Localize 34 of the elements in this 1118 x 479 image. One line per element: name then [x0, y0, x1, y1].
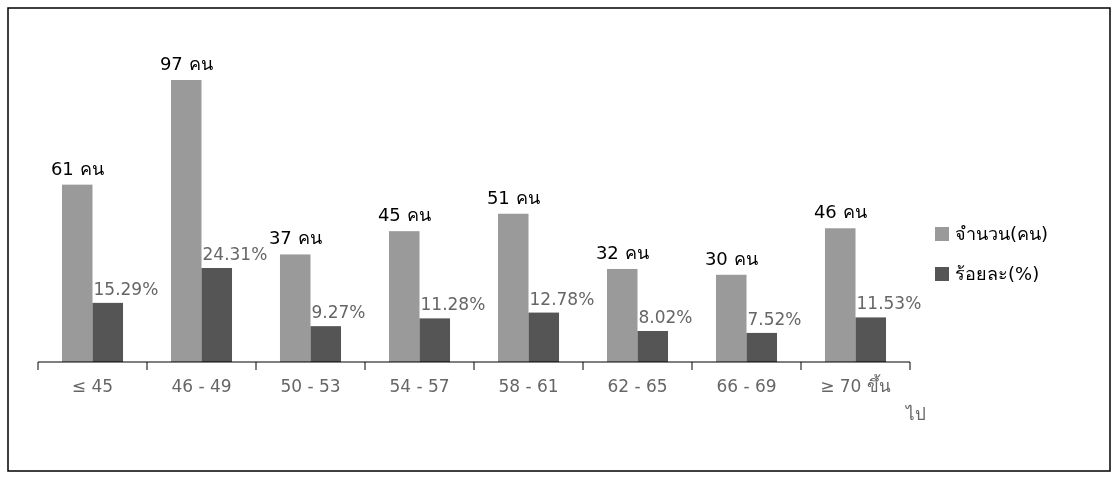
data-label: 37 คน	[268, 227, 322, 249]
x-tick-label: ≤ 45	[71, 376, 114, 396]
bar	[715, 274, 747, 362]
data-label: 30 คน	[704, 247, 758, 269]
data-label: 15.29%	[93, 278, 159, 299]
data-label: 32 คน	[595, 241, 649, 263]
data-label: 11.28%	[420, 294, 486, 315]
bar	[824, 228, 856, 362]
legend-label: ร้อยละ(%)	[955, 263, 1040, 284]
x-tick-label: 46 - 49	[171, 376, 232, 396]
data-label: 9.27%	[311, 302, 366, 323]
data-label: 11.53%	[856, 293, 922, 314]
data-label: 45 คน	[377, 204, 431, 226]
bar	[279, 254, 311, 362]
bar	[388, 231, 420, 362]
data-label: 61 คน	[50, 157, 104, 179]
x-tick-label: 54 - 57	[389, 376, 450, 396]
data-label: 97 คน	[159, 53, 213, 74]
bar	[61, 184, 93, 362]
x-tick-label: 58 - 61	[498, 376, 559, 396]
x-tick-label: 62 - 65	[607, 376, 668, 396]
x-tick-label: 50 - 53	[280, 376, 341, 396]
x-tick-label: 66 - 69	[716, 376, 777, 396]
bar	[497, 213, 529, 362]
x-tick-label: ≥ 70 ขึ้นไป	[820, 374, 926, 424]
legend-label: จำนวน(คน)	[955, 223, 1049, 244]
data-label: 7.52%	[747, 308, 802, 329]
data-label: 8.02%	[638, 306, 693, 327]
bar	[606, 268, 638, 362]
data-label: 51 คน	[486, 186, 540, 208]
data-label: 46 คน	[813, 201, 867, 223]
bar	[170, 80, 202, 362]
data-label: 12.78%	[529, 288, 595, 309]
data-label: 24.31%	[202, 244, 268, 264]
